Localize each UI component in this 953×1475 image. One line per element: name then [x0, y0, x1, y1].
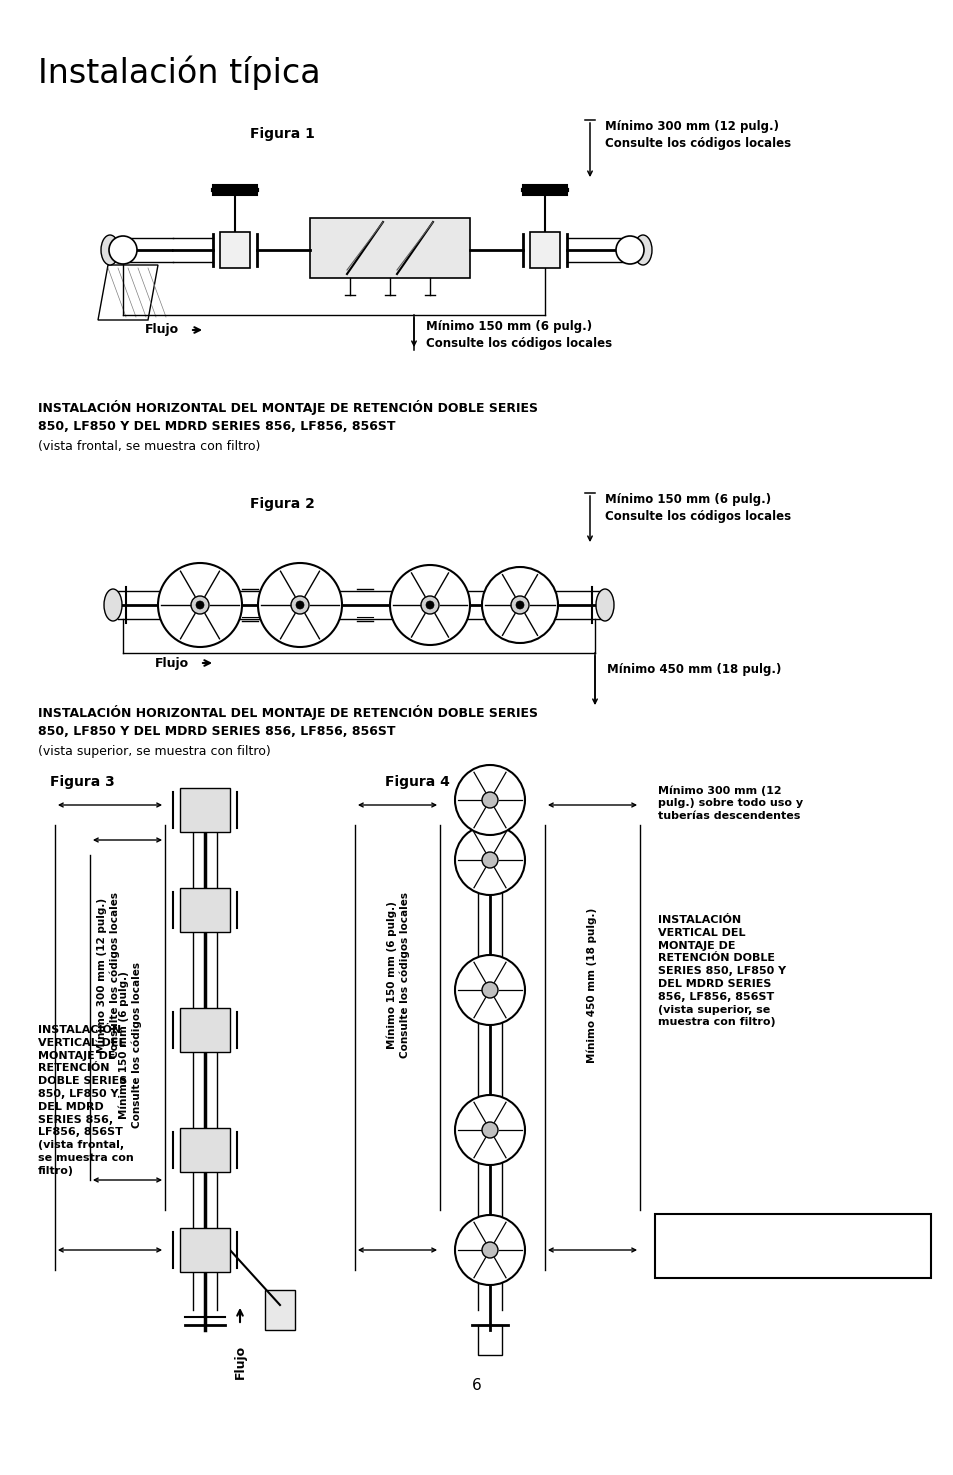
Text: INSTALACIÓN HORIZONTAL DEL MONTAJE DE RETENCIÓN DOBLE SERIES: INSTALACIÓN HORIZONTAL DEL MONTAJE DE RE…: [38, 400, 537, 414]
Text: 850, LF850 Y DEL MDRD SERIES 856, LF856, 856ST: 850, LF850 Y DEL MDRD SERIES 856, LF856,…: [38, 726, 395, 738]
Text: Mínimo 150 mm (6 pulg.)
Consulte los códigos locales: Mínimo 150 mm (6 pulg.) Consulte los cód…: [386, 892, 410, 1058]
Text: Mínimo 150 mm (6 pulg.)
Consulte los códigos locales: Mínimo 150 mm (6 pulg.) Consulte los cód…: [604, 493, 790, 524]
Text: Mínimo 150 mm (6 pulg.)
Consulte los códigos locales: Mínimo 150 mm (6 pulg.) Consulte los cód…: [118, 962, 142, 1128]
Text: Flujo: Flujo: [233, 1345, 246, 1379]
Circle shape: [481, 853, 497, 867]
Text: Mínimo 450 mm (18 pulg.): Mínimo 450 mm (18 pulg.): [606, 662, 781, 676]
Circle shape: [455, 954, 524, 1025]
Circle shape: [455, 766, 524, 835]
FancyBboxPatch shape: [180, 1007, 230, 1052]
FancyBboxPatch shape: [655, 1214, 930, 1277]
Circle shape: [390, 565, 470, 645]
Text: (vista frontal, se muestra con filtro): (vista frontal, se muestra con filtro): [38, 440, 260, 453]
Circle shape: [516, 600, 523, 609]
Circle shape: [511, 596, 529, 614]
Text: VERIFIQUE LOS REQUISITOS: VERIFIQUE LOS REQUISITOS: [700, 1235, 884, 1248]
Text: Instalación típica: Instalación típica: [38, 55, 320, 90]
Text: 850, LF850 Y DEL MDRD SERIES 856, LF856, 856ST: 850, LF850 Y DEL MDRD SERIES 856, LF856,…: [38, 420, 395, 434]
Text: Mínimo 450 mm (18 pulg.): Mínimo 450 mm (18 pulg.): [586, 907, 597, 1062]
Ellipse shape: [104, 589, 122, 621]
Text: Figura 4: Figura 4: [385, 774, 450, 789]
Text: (vista superior, se muestra con filtro): (vista superior, se muestra con filtro): [38, 745, 271, 758]
Text: INSTALACIÓN
VERTICAL DEL
MONTAJE DE
RETENCIÓN DOBLE
SERIES 850, LF850 Y
DEL MDRD: INSTALACIÓN VERTICAL DEL MONTAJE DE RETE…: [658, 914, 785, 1028]
Text: Figura 1: Figura 1: [250, 127, 314, 142]
Circle shape: [257, 563, 341, 648]
Text: INSTALACIÓN HORIZONTAL DEL MONTAJE DE RETENCIÓN DOBLE SERIES: INSTALACIÓN HORIZONTAL DEL MONTAJE DE RE…: [38, 705, 537, 720]
Polygon shape: [98, 266, 158, 320]
Text: Figura 2: Figura 2: [250, 497, 314, 510]
Text: Mínimo 150 mm (6 pulg.)
Consulte los códigos locales: Mínimo 150 mm (6 pulg.) Consulte los cód…: [426, 320, 612, 350]
Text: Mínimo 300 mm (12
pulg.) sobre todo uso y
tuberías descendentes: Mínimo 300 mm (12 pulg.) sobre todo uso …: [658, 785, 802, 822]
Circle shape: [455, 825, 524, 895]
Circle shape: [158, 563, 242, 648]
Text: Figura 3: Figura 3: [50, 774, 114, 789]
Circle shape: [481, 792, 497, 808]
FancyBboxPatch shape: [180, 1128, 230, 1173]
Circle shape: [195, 600, 204, 609]
Ellipse shape: [101, 235, 119, 266]
Circle shape: [109, 236, 137, 264]
Text: Flujo: Flujo: [145, 323, 179, 336]
FancyBboxPatch shape: [477, 1325, 501, 1356]
FancyBboxPatch shape: [310, 218, 470, 277]
Text: INSTALACIÓN
VERTICAL DEL
MONTAJE DE
RETENCIÓN
DOBLE SERIES
850, LF850 Y
DEL MDRD: INSTALACIÓN VERTICAL DEL MONTAJE DE RETE…: [38, 1025, 133, 1176]
Circle shape: [481, 566, 558, 643]
FancyBboxPatch shape: [180, 788, 230, 832]
Ellipse shape: [634, 235, 651, 266]
Circle shape: [481, 982, 497, 999]
Circle shape: [420, 596, 438, 614]
Circle shape: [455, 1094, 524, 1165]
Text: Flujo: Flujo: [154, 656, 189, 670]
Text: DEL CÓDIGO LOCAL: DEL CÓDIGO LOCAL: [728, 1251, 857, 1264]
Text: 6: 6: [472, 1378, 481, 1392]
Circle shape: [191, 596, 209, 614]
Circle shape: [616, 236, 643, 264]
Text: Mínimo 300 mm (12 pulg.)
Consulte los códigos locales: Mínimo 300 mm (12 pulg.) Consulte los có…: [604, 119, 790, 150]
FancyBboxPatch shape: [180, 1229, 230, 1271]
Circle shape: [455, 1215, 524, 1285]
Circle shape: [426, 600, 434, 609]
Circle shape: [481, 1122, 497, 1139]
FancyBboxPatch shape: [213, 184, 256, 195]
FancyBboxPatch shape: [220, 232, 250, 268]
FancyBboxPatch shape: [180, 888, 230, 932]
Circle shape: [295, 600, 304, 609]
Text: Mínimo 300 mm (12 pulg.)
Consulte los códigos locales: Mínimo 300 mm (12 pulg.) Consulte los có…: [96, 892, 120, 1058]
Circle shape: [481, 1242, 497, 1258]
FancyBboxPatch shape: [530, 232, 559, 268]
Ellipse shape: [596, 589, 614, 621]
FancyBboxPatch shape: [265, 1291, 294, 1330]
FancyBboxPatch shape: [522, 184, 566, 195]
Circle shape: [291, 596, 309, 614]
